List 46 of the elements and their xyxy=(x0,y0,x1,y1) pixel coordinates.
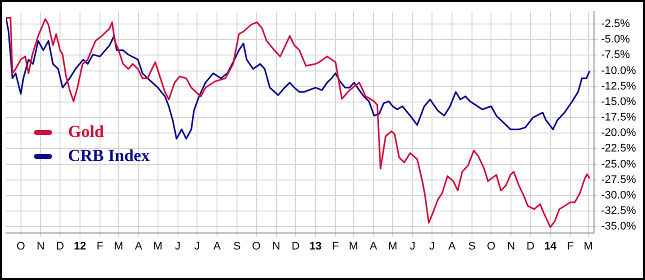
x-tick-label: M xyxy=(153,240,162,252)
y-tick-label: -2.5% xyxy=(601,18,630,30)
x-tick-label: 13 xyxy=(309,240,322,252)
y-tick-label: -12.5% xyxy=(601,80,636,92)
y-tick-label: -30.0% xyxy=(601,189,636,202)
x-tick-label: D xyxy=(56,240,64,252)
x-tick-label: J xyxy=(175,240,181,252)
y-tick-label: -10.0% xyxy=(601,64,636,77)
legend-label: CRB Index xyxy=(68,146,150,166)
x-tick-label: F xyxy=(332,240,340,252)
x-tick-label: S xyxy=(233,240,241,252)
x-tick-label: N xyxy=(507,240,516,252)
x-tick-label: O xyxy=(486,240,496,252)
x-tick-label: F xyxy=(566,240,574,252)
y-tick-label: -7.5% xyxy=(601,49,630,62)
x-tick-label: F xyxy=(96,240,104,252)
legend-label: Gold xyxy=(68,122,104,142)
y-tick-label: -27.5% xyxy=(601,174,636,186)
x-tick-label: D xyxy=(526,240,534,252)
x-tick-label: A xyxy=(213,240,222,252)
y-tick-label: -5.0% xyxy=(601,34,630,46)
x-tick-label: N xyxy=(36,240,45,252)
x-tick-label: D xyxy=(292,240,300,252)
x-tick-label: M xyxy=(348,240,358,252)
x-tick-label: A xyxy=(448,240,456,252)
y-tick-label: -17.5% xyxy=(601,112,636,124)
x-tick-label: A xyxy=(134,240,143,252)
y-tick-label: -22.5% xyxy=(601,142,636,155)
x-tick-label: M xyxy=(584,240,593,252)
x-tick-label: 12 xyxy=(74,240,86,252)
x-tick-label: O xyxy=(252,240,262,252)
x-tick-label: J xyxy=(194,240,200,252)
y-tick-label: -25.0% xyxy=(601,158,636,170)
x-tick-label: J xyxy=(410,240,416,252)
y-tick-label: -15.0% xyxy=(601,96,636,108)
x-tick-label: N xyxy=(272,240,280,252)
y-tick-label: -35.0% xyxy=(601,220,636,233)
y-tick-label: -32.5% xyxy=(601,205,636,218)
x-tick-label: 14 xyxy=(544,240,558,252)
x-tick-label: S xyxy=(468,240,476,252)
x-tick-label: J xyxy=(429,240,435,252)
x-tick-label: O xyxy=(16,240,26,252)
x-tick-label: M xyxy=(388,240,398,252)
x-tick-label: M xyxy=(114,240,124,252)
y-tick-label: -20.0% xyxy=(601,127,636,140)
x-tick-label: A xyxy=(370,240,378,252)
